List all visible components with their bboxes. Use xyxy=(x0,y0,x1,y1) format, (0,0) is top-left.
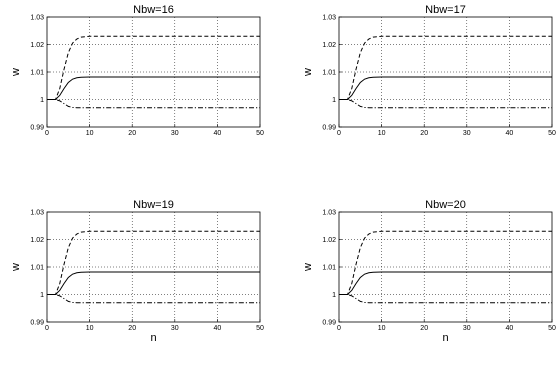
x-tick-label: 50 xyxy=(548,130,556,137)
x-tick-label: 10 xyxy=(378,130,386,137)
y-tick-label: 1.03 xyxy=(322,210,336,217)
y-tick-label: 1.02 xyxy=(30,42,44,49)
y-tick-label: 1.01 xyxy=(322,265,336,272)
series-line-solid xyxy=(339,271,552,295)
x-tick-label: 40 xyxy=(214,130,222,137)
chart-panel-3: 0 10 20 30 40 50 0.99 1 1.01 1.02 1.03 Nbw=19 w n xyxy=(10,199,264,344)
x-tick-label: 10 xyxy=(86,130,94,137)
y-tick-label: 1 xyxy=(40,97,44,104)
y-tick-label: 0.99 xyxy=(322,125,336,132)
series-line-dashed xyxy=(47,230,260,295)
series-line-dashed xyxy=(47,35,260,100)
chart-title: Nbw=19 xyxy=(133,199,174,211)
x-tick-label: 30 xyxy=(171,130,179,137)
y-tick-label: 1 xyxy=(332,292,336,299)
y-tick-label: 1.02 xyxy=(322,237,336,244)
series-line-solid xyxy=(47,271,260,295)
series-line-solid xyxy=(47,76,260,100)
x-tick-label: 50 xyxy=(256,325,264,332)
chart-title: Nbw=16 xyxy=(133,4,174,16)
chart-panel-1: 0 10 20 30 40 50 0.99 1 1.01 1.02 1.03 Nbw=16 w xyxy=(10,4,264,137)
chart-title: Nbw=20 xyxy=(425,199,466,211)
series-line-dashdot xyxy=(47,294,260,304)
x-tick-label: 20 xyxy=(420,130,428,137)
y-tick-label: 1.03 xyxy=(30,210,44,217)
y-axis-label: w xyxy=(10,263,22,272)
x-axis-label: n xyxy=(150,332,156,344)
x-tick-label: 50 xyxy=(548,325,556,332)
x-tick-label: 0 xyxy=(45,325,49,332)
plot-area xyxy=(47,212,260,322)
y-tick-label: 1.01 xyxy=(322,70,336,77)
x-tick-label: 30 xyxy=(463,325,471,332)
y-axis-label: w xyxy=(302,68,314,77)
x-tick-label: 0 xyxy=(45,130,49,137)
series-line-dashed xyxy=(339,230,552,295)
plot-area xyxy=(339,17,552,127)
series-line-dashed xyxy=(339,35,552,100)
series-line-dashdot xyxy=(339,99,552,109)
y-tick-label: 1.03 xyxy=(322,15,336,22)
x-tick-label: 30 xyxy=(463,130,471,137)
y-tick-label: 1.02 xyxy=(30,237,44,244)
series-line-solid xyxy=(339,76,552,100)
plot-area xyxy=(339,212,552,322)
y-axis-label: w xyxy=(10,68,22,77)
y-tick-label: 1.01 xyxy=(30,265,44,272)
plot-area xyxy=(47,17,260,127)
x-tick-label: 0 xyxy=(337,325,341,332)
x-tick-label: 40 xyxy=(506,325,514,332)
x-tick-label: 50 xyxy=(256,130,264,137)
x-tick-label: 10 xyxy=(378,325,386,332)
y-tick-label: 1 xyxy=(332,97,336,104)
y-tick-label: 0.99 xyxy=(30,320,44,327)
x-tick-label: 20 xyxy=(128,130,136,137)
y-axis-label: w xyxy=(302,263,314,272)
chart-panel-4: 0 10 20 30 40 50 0.99 1 1.01 1.02 1.03 Nbw=20 w n xyxy=(302,199,556,344)
series-line-dashdot xyxy=(339,294,552,304)
y-tick-label: 0.99 xyxy=(322,320,336,327)
x-tick-label: 10 xyxy=(86,325,94,332)
x-tick-label: 20 xyxy=(128,325,136,332)
series-line-dashdot xyxy=(47,99,260,109)
y-tick-label: 1.03 xyxy=(30,15,44,22)
chart-panel-2: 0 10 20 30 40 50 0.99 1 1.01 1.02 1.03 Nbw=17 w xyxy=(302,4,556,137)
y-tick-label: 1.02 xyxy=(322,42,336,49)
y-tick-label: 0.99 xyxy=(30,125,44,132)
chart-title: Nbw=17 xyxy=(425,4,466,16)
y-tick-label: 1 xyxy=(40,292,44,299)
x-tick-label: 0 xyxy=(337,130,341,137)
x-tick-label: 20 xyxy=(420,325,428,332)
x-tick-label: 30 xyxy=(171,325,179,332)
x-axis-label: n xyxy=(442,332,448,344)
x-tick-label: 40 xyxy=(214,325,222,332)
x-tick-label: 40 xyxy=(506,130,514,137)
y-tick-label: 1.01 xyxy=(30,70,44,77)
